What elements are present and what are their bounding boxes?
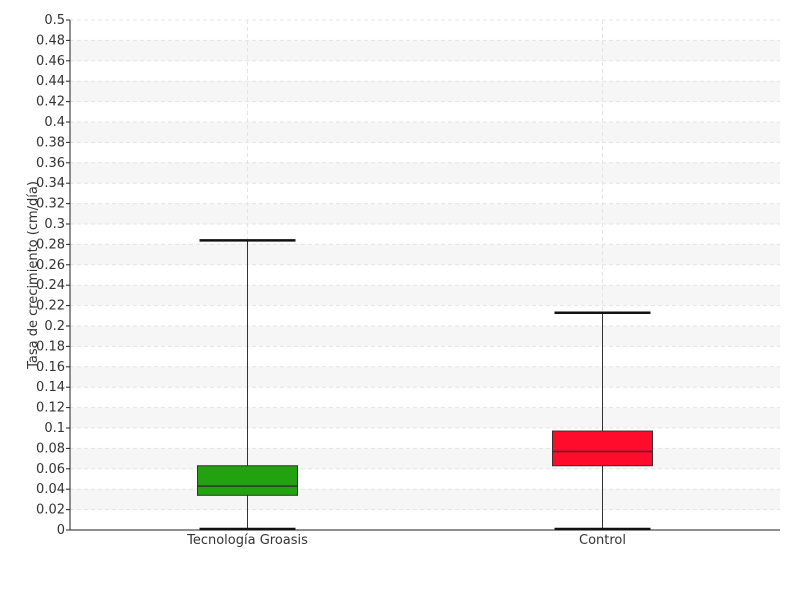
- boxes: [197, 239, 653, 531]
- grid-band: [70, 244, 780, 265]
- grid-lines: [70, 19, 780, 530]
- grid-band: [70, 448, 780, 469]
- y-tick-label: 0.3: [44, 217, 65, 232]
- y-tick-label: 0.28: [36, 237, 65, 252]
- box-1: [197, 239, 298, 531]
- y-tick-label: 0.22: [36, 299, 65, 314]
- grid-band: [70, 81, 780, 102]
- box-iqr: [197, 465, 298, 496]
- y-tick-label: 0.36: [36, 156, 65, 171]
- y-tick-label: 0.08: [36, 441, 65, 456]
- y-tick-label: 0: [57, 523, 65, 538]
- y-tick-label: 0.44: [36, 74, 65, 89]
- y-tick-label: 0.38: [36, 135, 65, 150]
- y-tick-label: 0.06: [36, 462, 65, 477]
- y-tick-label: 0.42: [36, 95, 65, 110]
- y-tick-label: 0.2: [44, 319, 65, 334]
- grid-band: [70, 326, 780, 347]
- grid-band: [70, 407, 780, 428]
- box-iqr: [552, 430, 653, 467]
- y-tick-label: 0.48: [36, 33, 65, 48]
- x-category-label: Tecnología Groasis: [186, 533, 308, 548]
- y-axis-label: Tasa de crecimiento (cm/día): [26, 181, 41, 370]
- y-tick-label: 0.32: [36, 197, 65, 212]
- y-tick-label: 0.4: [44, 115, 65, 130]
- y-tick-label: 0.14: [36, 380, 65, 395]
- x-axis-labels: Tecnología Groasis Control: [186, 533, 626, 548]
- grid-bands: [70, 40, 780, 510]
- grid-band: [70, 366, 780, 388]
- y-tick-label: 0.34: [36, 176, 65, 191]
- grid-band: [70, 122, 780, 143]
- grid-band: [70, 285, 780, 306]
- y-tick-label: 0.46: [36, 54, 65, 69]
- y-tick-label: 0.26: [36, 258, 65, 273]
- y-tick-label: 0.1: [44, 421, 65, 436]
- y-tick-label: 0.5: [44, 13, 65, 28]
- y-axis-ticks: 0 0.02 0.04 0.06 0.08 0.1 0.12 0.14 0.16 0.18 0.2 0…: [36, 13, 70, 538]
- grid-band: [70, 203, 780, 224]
- y-tick-label: 0.12: [36, 401, 65, 416]
- box-2: [552, 311, 653, 531]
- x-category-label: Control: [579, 533, 626, 548]
- axes: [69, 20, 780, 531]
- y-tick-label: 0.18: [36, 339, 65, 354]
- grid-band: [70, 489, 780, 510]
- y-tick-label: 0.02: [36, 503, 65, 518]
- y-tick-label: 0.04: [36, 482, 65, 497]
- grid-band: [70, 40, 780, 61]
- y-tick-label: 0.24: [36, 278, 65, 293]
- grid-band: [70, 162, 780, 184]
- y-tick-label: 0.16: [36, 360, 65, 375]
